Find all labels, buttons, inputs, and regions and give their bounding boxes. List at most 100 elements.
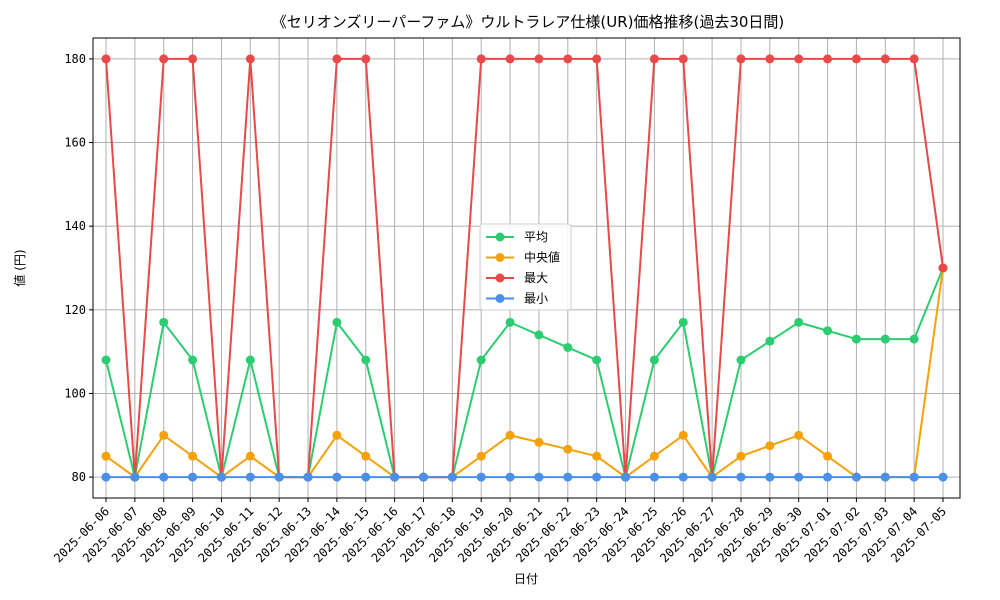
- data-point: [390, 472, 400, 482]
- legend-marker: [495, 253, 505, 262]
- data-point: [505, 430, 515, 440]
- data-point: [303, 472, 313, 482]
- y-tick-label: 80: [72, 470, 86, 484]
- data-point: [592, 355, 602, 365]
- data-point: [678, 430, 688, 440]
- data-point: [101, 451, 111, 461]
- data-point: [649, 355, 659, 365]
- series-3: [101, 472, 948, 482]
- data-point: [880, 472, 890, 482]
- data-point: [707, 472, 717, 482]
- series-line: [105, 267, 944, 479]
- data-point: [851, 54, 861, 64]
- data-point: [592, 451, 602, 461]
- data-point: [188, 472, 198, 482]
- data-point: [649, 451, 659, 461]
- data-point: [765, 441, 775, 451]
- data-point: [736, 472, 746, 482]
- data-point: [447, 472, 457, 482]
- data-point: [736, 451, 746, 461]
- data-point: [159, 472, 169, 482]
- data-point: [909, 54, 919, 64]
- data-point: [851, 472, 861, 482]
- data-point: [245, 472, 255, 482]
- data-point: [505, 54, 515, 64]
- data-point: [794, 430, 804, 440]
- series-lines: [101, 54, 948, 482]
- series-line: [105, 57, 944, 479]
- data-point: [534, 472, 544, 482]
- data-point: [823, 326, 833, 336]
- data-point: [678, 317, 688, 327]
- legend-item: 中央値: [486, 250, 560, 265]
- data-point: [880, 54, 890, 64]
- legend-label: 最大: [524, 271, 548, 285]
- chart-title: 《セリオンズリーパーファム》ウルトラレア仕様(UR)価格推移(過去30日間): [272, 13, 785, 31]
- data-point: [101, 355, 111, 365]
- data-point: [361, 472, 371, 482]
- data-point: [823, 54, 833, 64]
- data-point: [332, 317, 342, 327]
- data-point: [332, 54, 342, 64]
- data-point: [505, 472, 515, 482]
- data-point: [851, 334, 861, 344]
- legend-item: 平均: [486, 230, 548, 244]
- series-line: [105, 267, 944, 479]
- data-point: [188, 451, 198, 461]
- data-point: [794, 472, 804, 482]
- data-point: [476, 355, 486, 365]
- data-point: [938, 263, 948, 273]
- data-point: [476, 451, 486, 461]
- data-point: [592, 472, 602, 482]
- y-tick-label: 100: [64, 386, 86, 400]
- data-point: [736, 54, 746, 64]
- data-point: [823, 472, 833, 482]
- data-point: [159, 430, 169, 440]
- data-point: [678, 54, 688, 64]
- legend-marker: [495, 232, 505, 242]
- data-point: [794, 317, 804, 327]
- data-point: [765, 54, 775, 64]
- data-point: [361, 355, 371, 365]
- data-point: [649, 472, 659, 482]
- data-point: [361, 451, 371, 461]
- data-point: [476, 54, 486, 64]
- legend-item: 最小: [486, 292, 548, 306]
- data-point: [938, 472, 948, 482]
- data-point: [563, 54, 573, 64]
- data-point: [476, 472, 486, 482]
- legend-marker: [495, 273, 505, 283]
- data-point: [909, 334, 919, 344]
- data-point: [361, 54, 371, 64]
- data-point: [130, 472, 140, 482]
- legend-label: 中央値: [524, 250, 560, 265]
- data-point: [534, 54, 544, 64]
- data-point: [765, 472, 775, 482]
- data-point: [823, 451, 833, 461]
- data-point: [794, 54, 804, 64]
- data-point: [332, 472, 342, 482]
- legend-marker: [495, 294, 505, 303]
- data-point: [188, 54, 198, 64]
- legend-label: 最小: [524, 292, 548, 306]
- y-axis-ticks: 80 100 120 140 160 180: [64, 52, 93, 484]
- y-tick-label: 140: [64, 219, 86, 233]
- data-point: [332, 430, 342, 440]
- data-point: [534, 330, 544, 340]
- data-point: [159, 317, 169, 327]
- data-point: [880, 334, 890, 344]
- data-point: [563, 444, 573, 454]
- y-axis-label: 値 (円): [12, 249, 27, 286]
- y-tick-label: 160: [64, 136, 86, 150]
- y-tick-label: 180: [64, 52, 86, 66]
- data-point: [245, 355, 255, 365]
- plot-frame: [92, 37, 961, 499]
- x-axis-label: 日付: [514, 572, 538, 586]
- data-point: [534, 437, 544, 447]
- data-point: [505, 317, 515, 327]
- legend-box: [479, 223, 572, 311]
- data-point: [159, 54, 169, 64]
